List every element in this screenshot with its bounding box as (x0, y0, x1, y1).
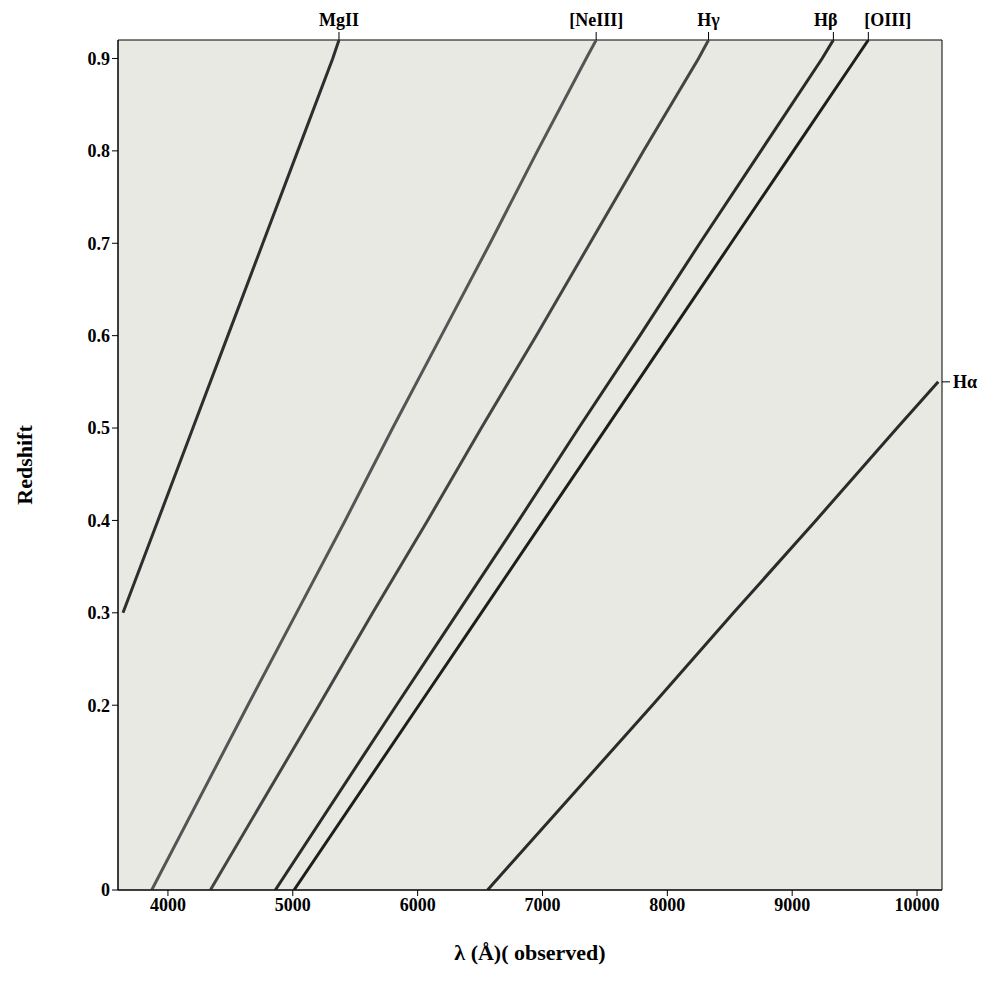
svg-text:0.3: 0.3 (88, 603, 111, 623)
svg-text:0.2: 0.2 (88, 696, 111, 716)
svg-text:8000: 8000 (649, 895, 685, 915)
svg-text:10000: 10000 (895, 895, 940, 915)
svg-text:9000: 9000 (774, 895, 810, 915)
svg-text:6000: 6000 (400, 895, 436, 915)
svg-text:λ (Å)( observed): λ (Å)( observed) (454, 940, 605, 965)
svg-text:Redshift: Redshift (12, 425, 37, 505)
svg-text:7000: 7000 (524, 895, 560, 915)
svg-text:5000: 5000 (275, 895, 311, 915)
svg-text:Hβ: Hβ (814, 10, 837, 30)
svg-text:MgII: MgII (319, 10, 359, 30)
svg-text:4000: 4000 (150, 895, 186, 915)
svg-text:0: 0 (101, 880, 110, 900)
svg-text:0.4: 0.4 (88, 511, 111, 531)
svg-text:0.8: 0.8 (88, 141, 111, 161)
svg-text:[OIII]: [OIII] (864, 10, 911, 30)
svg-text:Hα: Hα (953, 372, 977, 392)
svg-text:0.7: 0.7 (88, 234, 111, 254)
svg-text:Hγ: Hγ (697, 10, 720, 30)
svg-text:0.9: 0.9 (88, 49, 111, 69)
svg-text:[NeIII]: [NeIII] (569, 10, 623, 30)
svg-text:0.5: 0.5 (88, 418, 111, 438)
svg-text:0.6: 0.6 (88, 326, 111, 346)
